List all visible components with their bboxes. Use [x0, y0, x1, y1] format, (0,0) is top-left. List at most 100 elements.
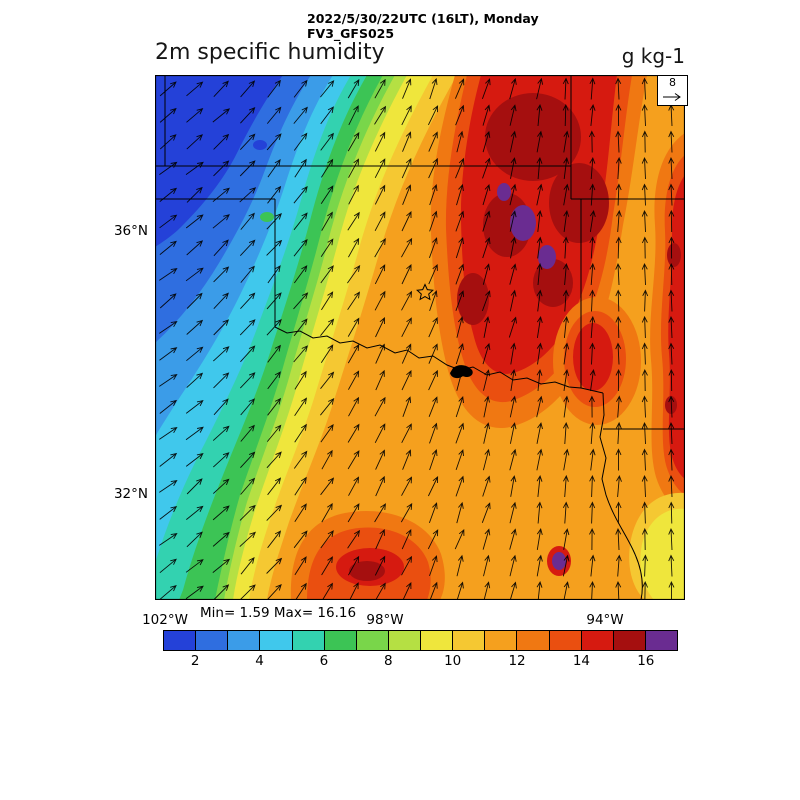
wind-arrow: [240, 265, 255, 283]
wind-arrow: [348, 184, 359, 205]
lon-tick-label: 94°W: [586, 612, 624, 628]
wind-arrow: [186, 81, 204, 97]
wind-arrow: [375, 582, 386, 600]
wind-arrow: [615, 315, 622, 339]
wind-arrow: [509, 104, 517, 126]
wind-arrow: [159, 134, 177, 150]
wind-arrow: [536, 342, 543, 365]
wind-arrow: [482, 528, 491, 550]
wind-arrow: [213, 80, 229, 98]
wind-arrow: [374, 423, 386, 444]
wind-arrow: [293, 238, 308, 257]
wind-arrow: [589, 342, 596, 365]
wind-arrow: [401, 264, 412, 285]
wind-arrow: [429, 555, 438, 577]
wind-arrow: [536, 528, 543, 550]
wind-arrow: [212, 505, 230, 521]
wind-arrow: [185, 452, 204, 467]
wind-arrow: [320, 344, 334, 364]
wind-arrow: [347, 291, 360, 310]
wind-arrow: [159, 187, 178, 202]
wind-arrow: [428, 263, 438, 285]
wind-arrow: [293, 265, 308, 284]
dark-red-patch: [549, 163, 609, 243]
wind-arrow: [159, 452, 178, 467]
map-frame: [155, 75, 685, 600]
wind-arrow: [266, 239, 283, 256]
wind-arrow: [240, 345, 256, 363]
wind-arrow: [348, 476, 360, 496]
wind-arrow: [536, 369, 543, 391]
wind-arrow: [186, 319, 204, 335]
wind-arrow: [615, 77, 622, 100]
wind-arrow: [240, 477, 256, 495]
wind-arrow: [456, 130, 464, 153]
wind-arrow: [668, 474, 675, 498]
purple-patch: [552, 552, 566, 570]
title-block: 2022/5/30/22UTC (16LT), Monday FV3_GFS02…: [307, 11, 539, 41]
dark-red-patch: [533, 259, 573, 307]
wind-arrow: [213, 160, 230, 177]
wind-arrow: [212, 108, 231, 123]
wind-arrow: [374, 158, 386, 179]
wind-arrow: [185, 585, 204, 600]
wind-arrow: [641, 103, 648, 127]
wind-arrow: [429, 210, 438, 232]
wind-arrow: [374, 555, 386, 576]
colorbar-segment: [645, 631, 677, 650]
wind-arrow: [186, 505, 204, 520]
colorbar-segment: [260, 631, 293, 650]
units-label: g kg-1: [621, 44, 685, 68]
wind-arrow: [212, 425, 230, 441]
wind-arrow: [641, 130, 648, 153]
wind-arrow: [482, 183, 491, 206]
wind-arrow: [240, 292, 256, 310]
humidity-field: [155, 75, 685, 600]
wind-arrow: [589, 315, 596, 339]
colorbar-segment: [485, 631, 518, 650]
wind-arrow: [456, 316, 464, 338]
wind-arrow: [427, 476, 439, 497]
wind-arrow: [563, 157, 570, 179]
wind-arrow: [562, 103, 569, 127]
wind-arrow: [402, 449, 412, 470]
wind-arrow: [401, 211, 412, 232]
wind-arrow: [401, 423, 412, 444]
dark-red-patch: [667, 243, 681, 267]
wind-arrow: [186, 478, 203, 495]
wind-arrow: [375, 449, 385, 470]
colorbar-segment: [324, 631, 357, 650]
wind-arrow: [668, 368, 675, 392]
wind-arrow: [293, 318, 308, 337]
wind-arrow: [159, 479, 178, 493]
wind-arrow: [589, 369, 596, 391]
wind-arrow: [293, 185, 308, 204]
wind-arrow: [429, 422, 438, 444]
wind-arrow: [668, 130, 675, 153]
wind-arrow: [455, 449, 464, 471]
wind-arrow: [266, 133, 282, 151]
wind-arrow: [347, 78, 360, 99]
wind-arrow: [482, 157, 491, 179]
wind-arrow: [615, 554, 622, 577]
wind-arrow: [563, 528, 570, 550]
wind-arrow: [240, 212, 255, 230]
wind-arrow: [536, 236, 543, 259]
speck-green: [260, 212, 274, 222]
wind-arrow: [641, 77, 648, 100]
lat-tick-label: 32°N: [113, 486, 148, 502]
wind-arrow: [159, 320, 178, 334]
wind-arrow: [374, 131, 386, 152]
wind-arrow: [213, 319, 230, 336]
wind-arrow: [562, 421, 569, 445]
wind-arrow: [186, 531, 203, 548]
wind-arrow: [266, 557, 283, 574]
wind-arrow: [186, 108, 204, 123]
wind-arrow: [374, 184, 386, 205]
wind-arrow: [267, 185, 282, 204]
wind-arrow: [668, 554, 675, 577]
wind-arrow: [320, 397, 335, 416]
wind-arrow: [401, 370, 412, 391]
wind-arrow: [589, 262, 596, 286]
wind-arrow: [509, 448, 517, 471]
